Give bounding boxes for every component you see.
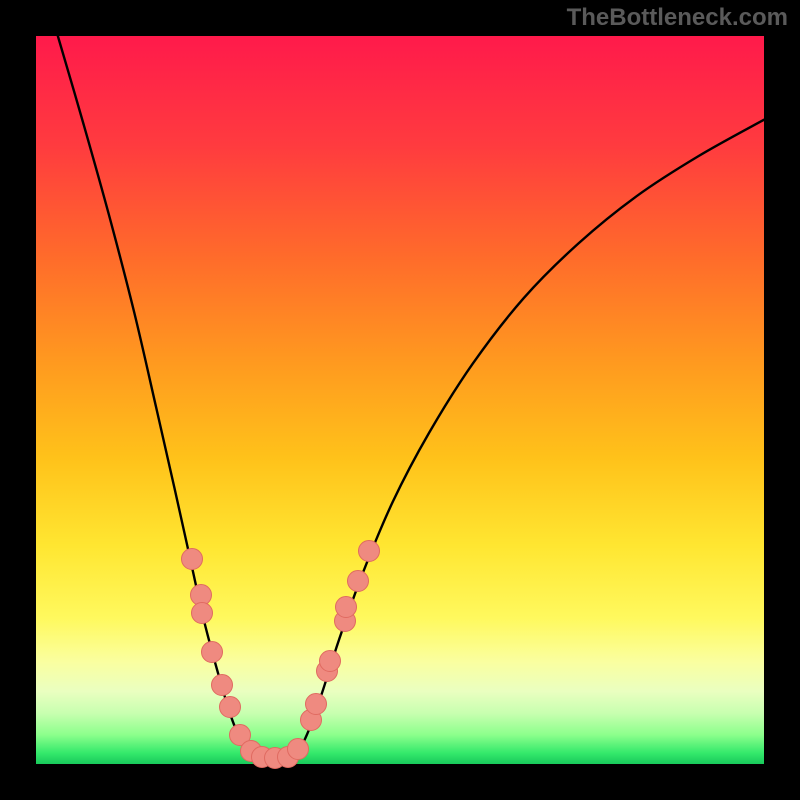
- data-marker: [305, 693, 327, 715]
- data-marker: [335, 596, 357, 618]
- curve-layer: [36, 36, 764, 764]
- data-marker: [287, 738, 309, 760]
- plot-area: [36, 36, 764, 764]
- watermark-text: TheBottleneck.com: [567, 4, 788, 32]
- data-marker: [358, 540, 380, 562]
- v-curve: [58, 36, 764, 759]
- data-marker: [181, 548, 203, 570]
- data-marker: [201, 641, 223, 663]
- data-marker: [319, 650, 341, 672]
- data-marker: [347, 570, 369, 592]
- data-marker: [211, 674, 233, 696]
- data-marker: [219, 696, 241, 718]
- data-marker: [191, 602, 213, 624]
- bottleneck-chart: TheBottleneck.com: [0, 0, 800, 800]
